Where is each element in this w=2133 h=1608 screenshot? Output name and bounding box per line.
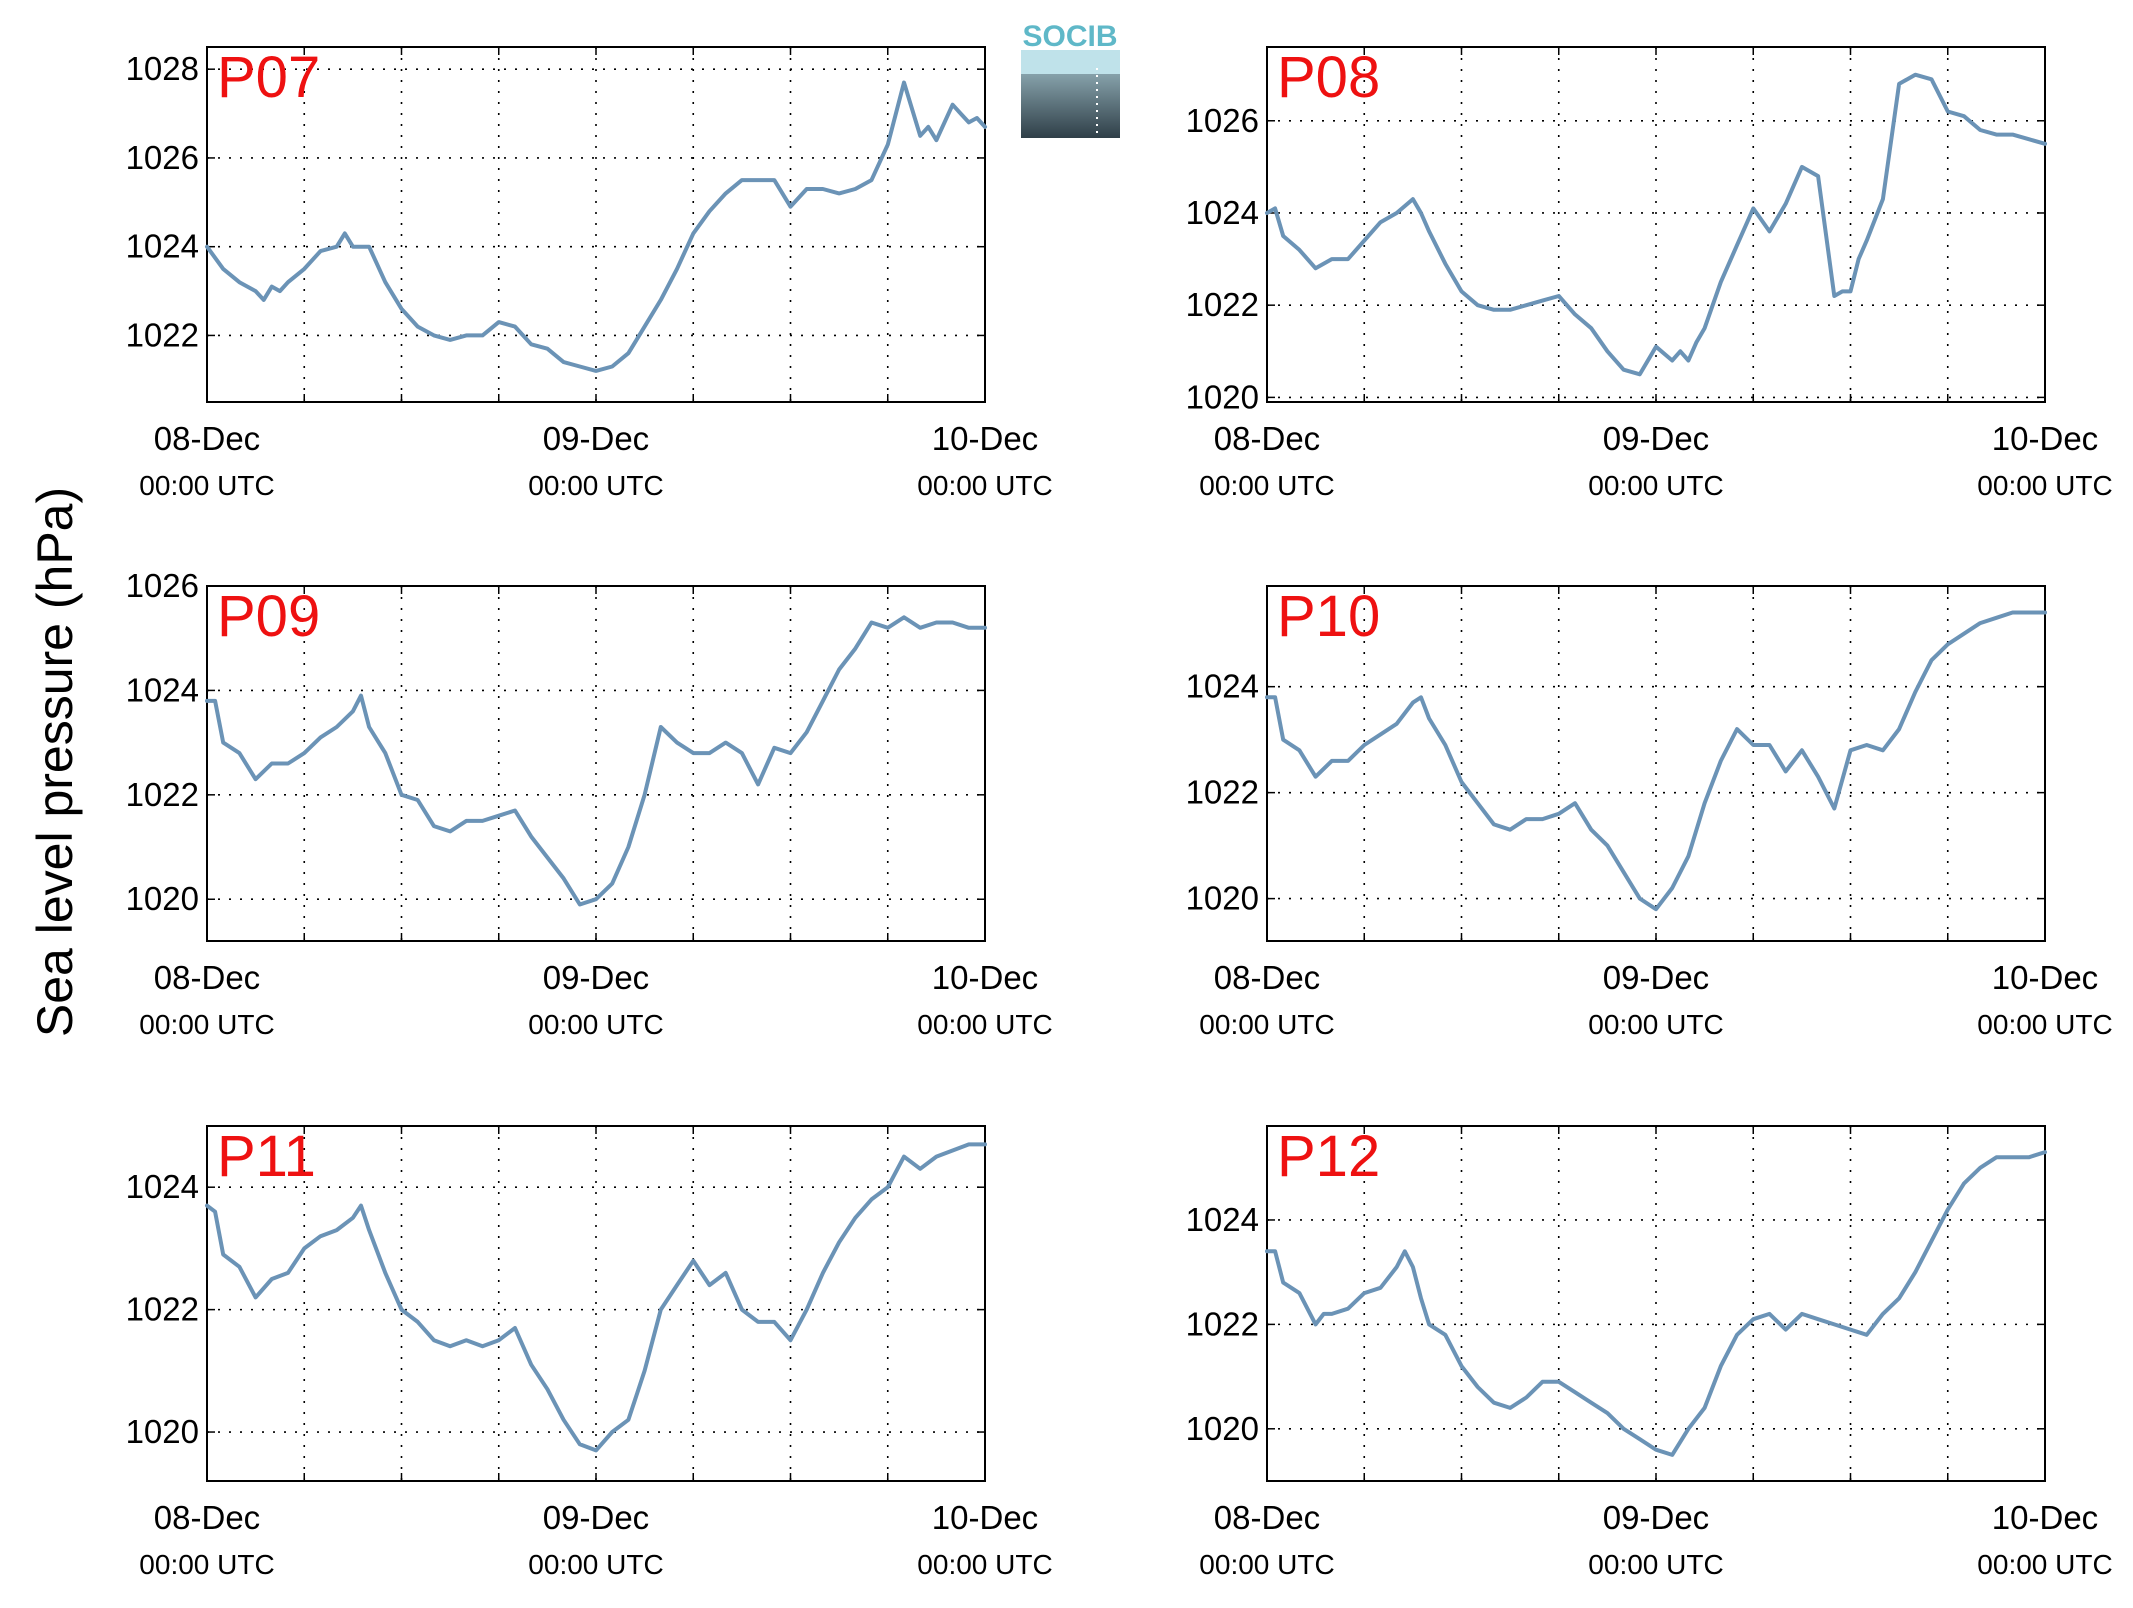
y-tick-label: 1020 — [1186, 880, 1259, 917]
x-tick-label-date: 10-Dec — [1992, 420, 2098, 457]
series-line-p11 — [205, 1142, 987, 1453]
y-tick-label: 1020 — [1186, 1410, 1259, 1447]
y-tick-label: 1020 — [1186, 378, 1259, 415]
x-tick-label-date: 08-Dec — [1214, 1499, 1320, 1536]
x-tick-label-date: 09-Dec — [543, 420, 649, 457]
x-tick-label-date: 08-Dec — [1214, 420, 1320, 457]
y-tick-label: 1022 — [1186, 774, 1259, 811]
x-tick-label-date: 09-Dec — [1603, 420, 1709, 457]
y-tick-label: 1022 — [1186, 1305, 1259, 1342]
y-tick-label: 1022 — [126, 1291, 199, 1328]
x-tick-label-date: 09-Dec — [1603, 959, 1709, 996]
y-tick-label: 1022 — [126, 776, 199, 813]
x-tick-label-date: 09-Dec — [543, 959, 649, 996]
y-tick-label: 1028 — [126, 50, 199, 87]
panel-p11: 1020 1022 1024 08-Dec 00:00 UTC 09-Dec 00:00 U… — [126, 1124, 1053, 1580]
logo-band — [1021, 50, 1120, 74]
y-tick-label: 1024 — [126, 671, 199, 708]
y-tick-label: 1022 — [126, 316, 199, 353]
x-tick-label-time: 00:00 UTC — [139, 470, 274, 501]
series-line-p07 — [205, 80, 987, 373]
x-tick-label-date: 10-Dec — [932, 959, 1038, 996]
y-tick-label: 1020 — [126, 880, 199, 917]
panel-p07: 1022 1024 1026 1028 08-Dec 00:00 UTC 09-Dec 00:… — [126, 45, 1053, 501]
socib-logo: SOCIB — [1021, 20, 1120, 138]
y-tick-label: 1026 — [126, 567, 199, 604]
station-label: P12 — [1277, 1124, 1380, 1189]
y-tick-label: 1026 — [1186, 102, 1259, 139]
x-tick-label-date: 10-Dec — [932, 1499, 1038, 1536]
x-tick-label-date: 10-Dec — [1992, 1499, 2098, 1536]
x-tick-label-date: 08-Dec — [154, 420, 260, 457]
x-tick-label-time: 00:00 UTC — [1588, 470, 1723, 501]
axes-frame — [206, 585, 986, 942]
x-tick-label-date: 08-Dec — [154, 1499, 260, 1536]
station-label: P07 — [217, 45, 320, 110]
station-label: P11 — [217, 1124, 316, 1189]
x-tick-label-date: 09-Dec — [543, 1499, 649, 1536]
x-tick-label-date: 10-Dec — [932, 420, 1038, 457]
station-label: P08 — [1277, 45, 1380, 110]
x-tick-label-time: 00:00 UTC — [1199, 1009, 1334, 1040]
x-tick-label-time: 00:00 UTC — [528, 470, 663, 501]
axes-frame — [1266, 1125, 2046, 1482]
axes-frame — [206, 46, 986, 403]
y-tick-label: 1024 — [1186, 1201, 1259, 1238]
panel-p09: 1020 1022 1024 1026 08-Dec 00:00 UTC 09-Dec 00:… — [126, 567, 1053, 1040]
panel-p10: 1020 1022 1024 08-Dec 00:00 UTC 09-Dec 00:00 U… — [1186, 584, 2113, 1040]
panel-p08: 1020 1022 1024 1026 08-Dec 00:00 UTC 09-Dec 00:… — [1186, 45, 2113, 501]
x-tick-label-time: 00:00 UTC — [917, 1549, 1052, 1580]
x-tick-label-time: 00:00 UTC — [139, 1009, 274, 1040]
y-tick-label: 1024 — [126, 228, 199, 265]
x-tick-label-time: 00:00 UTC — [1199, 1549, 1334, 1580]
axes-frame — [1266, 585, 2046, 942]
x-tick-label-date: 10-Dec — [1992, 959, 2098, 996]
x-tick-label-time: 00:00 UTC — [917, 470, 1052, 501]
station-label: P10 — [1277, 584, 1380, 649]
x-tick-label-time: 00:00 UTC — [1977, 470, 2112, 501]
y-tick-label: 1022 — [1186, 286, 1259, 323]
station-label: P09 — [217, 584, 320, 649]
y-tick-label: 1020 — [126, 1413, 199, 1450]
x-tick-label-time: 00:00 UTC — [139, 1549, 274, 1580]
x-tick-label-time: 00:00 UTC — [528, 1009, 663, 1040]
series-line-p08 — [1265, 72, 2047, 377]
x-tick-label-time: 00:00 UTC — [1588, 1549, 1723, 1580]
panel-p12: 1020 1022 1024 08-Dec 00:00 UTC 09-Dec 00:00 U… — [1186, 1124, 2113, 1580]
y-tick-label: 1024 — [1186, 194, 1259, 231]
y-tick-label: 1024 — [1186, 668, 1259, 705]
x-tick-label-time: 00:00 UTC — [1977, 1549, 2112, 1580]
x-tick-label-date: 08-Dec — [1214, 959, 1320, 996]
x-tick-label-date: 09-Dec — [1603, 1499, 1709, 1536]
y-axis-label: Sea level pressure (hPa) — [27, 487, 83, 1037]
y-tick-label: 1024 — [126, 1168, 199, 1205]
y-tick-label: 1026 — [126, 139, 199, 176]
logo-text: SOCIB — [1022, 20, 1117, 53]
x-tick-label-time: 00:00 UTC — [917, 1009, 1052, 1040]
series-line-p10 — [1265, 610, 2047, 912]
x-tick-label-date: 08-Dec — [154, 959, 260, 996]
series-line-p09 — [205, 615, 987, 907]
x-tick-label-time: 00:00 UTC — [1199, 470, 1334, 501]
series-line-p12 — [1265, 1150, 2047, 1457]
x-tick-label-time: 00:00 UTC — [528, 1549, 663, 1580]
axes-frame — [1266, 46, 2046, 403]
x-tick-label-time: 00:00 UTC — [1588, 1009, 1723, 1040]
axes-frame — [206, 1125, 986, 1482]
x-tick-label-time: 00:00 UTC — [1977, 1009, 2112, 1040]
